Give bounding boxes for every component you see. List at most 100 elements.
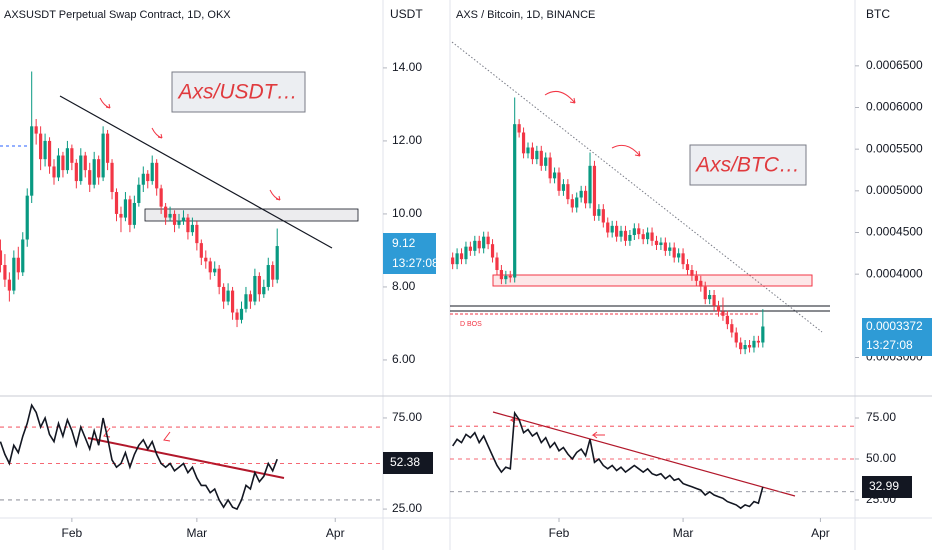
candle-body: [137, 184, 141, 203]
annotation: D BOS: [460, 321, 482, 328]
y-tick-label: 75.00: [392, 410, 422, 424]
candle-body: [248, 294, 253, 302]
candle-body: [721, 311, 725, 316]
candle-body: [495, 257, 499, 270]
candle-body: [544, 157, 548, 166]
candle-body: [690, 270, 694, 276]
candle-body: [681, 253, 685, 265]
candle-body: [694, 275, 698, 281]
x-tick-label: Feb: [549, 526, 570, 540]
candle-body: [548, 157, 552, 179]
candle-body: [521, 132, 526, 154]
candle-body: [623, 230, 628, 241]
candle-body: [253, 275, 257, 302]
candle-body: [21, 239, 25, 273]
candle-body: [455, 253, 459, 265]
candle-body: [685, 264, 690, 270]
overlay: AXSUSDT Perpetual Swap Contract, 1D, OKX…: [4, 7, 932, 498]
candle-body: [190, 224, 194, 233]
candle-body: [699, 280, 703, 287]
candle-body: [716, 305, 721, 312]
candle-body: [756, 340, 761, 343]
candle-body: [257, 275, 261, 295]
candle-body: [499, 270, 504, 280]
candle-body: [761, 326, 765, 343]
candle-body: [119, 213, 123, 218]
candle-body: [743, 345, 747, 350]
candle-body: [222, 286, 226, 302]
candle-body: [610, 225, 614, 233]
candle-body: [597, 209, 601, 216]
candle-body: [110, 162, 114, 193]
value-label: 32.99: [869, 479, 899, 493]
zone-box: [492, 274, 813, 287]
candle-body: [3, 265, 7, 280]
trendline: [492, 411, 796, 497]
price-label: 0.0003372: [866, 319, 923, 333]
candle-body: [566, 184, 570, 200]
x-tick-label: Mar: [187, 526, 208, 540]
candle-body: [56, 155, 61, 178]
price-label-box: [862, 318, 932, 356]
y-tick-label: 0.0006500: [866, 58, 923, 72]
candle-body: [208, 261, 212, 273]
candle-body: [663, 242, 667, 251]
value-label: 52.38: [390, 455, 420, 469]
candle-body: [74, 162, 78, 182]
candle-body: [92, 159, 96, 185]
trendline: [87, 437, 285, 479]
candle-body: [637, 228, 641, 235]
candle-body: [114, 192, 119, 214]
candle-body: [508, 275, 512, 278]
x-tick-label: Mar: [673, 526, 694, 540]
candle-body: [262, 286, 266, 295]
y-tick-label: 75.00: [866, 410, 896, 424]
candle-body: [213, 268, 217, 273]
candle-body: [52, 166, 56, 178]
candle-body: [168, 213, 172, 218]
candle-body: [128, 199, 132, 225]
candle-body: [235, 312, 239, 320]
arrow: [99, 97, 281, 201]
candle-body: [83, 155, 87, 171]
candle-body: [164, 206, 168, 218]
candle-body: [730, 324, 734, 333]
rsi-line: [0, 403, 278, 511]
candle-body: [504, 275, 508, 280]
candle-body: [123, 199, 128, 218]
annotation: Axs/USDT…: [176, 81, 297, 104]
candle-body: [530, 147, 535, 160]
candle-body: [34, 126, 38, 134]
candle-body: [186, 217, 190, 233]
candle-body: [646, 232, 650, 240]
candle-body: [459, 253, 464, 260]
candle-body: [725, 315, 729, 325]
candle-body: [61, 155, 65, 171]
axis-unit: BTC: [866, 7, 890, 21]
y-tick-label: 25.00: [392, 501, 422, 515]
arrow: [103, 416, 605, 442]
candle-body: [641, 234, 645, 240]
y-tick-label: 50.00: [866, 451, 896, 465]
trendline: [451, 41, 823, 333]
candle-body: [619, 230, 623, 237]
candle-body: [486, 236, 490, 245]
chart-title: AXSUSDT Perpetual Swap Contract, 1D, OKX: [4, 9, 231, 21]
candle-body: [650, 232, 654, 241]
candle-body: [12, 257, 16, 291]
candle-body: [468, 246, 472, 251]
chart-title: AXS / Bitcoin, 1D, BINANCE: [456, 9, 595, 21]
candle-body: [141, 173, 145, 185]
candle-body: [628, 235, 632, 241]
candle-body: [25, 195, 29, 240]
candle-body: [703, 286, 707, 300]
y-tick-label: 10.00: [392, 206, 422, 220]
candle-body: [575, 197, 579, 208]
price-label-box: [383, 233, 436, 274]
candle-body: [477, 240, 481, 249]
candle-body: [557, 172, 561, 191]
candle-body: [606, 222, 610, 233]
y-tick-label: 0.0004500: [866, 225, 923, 239]
y-tick-label: 0.0004000: [866, 266, 923, 280]
